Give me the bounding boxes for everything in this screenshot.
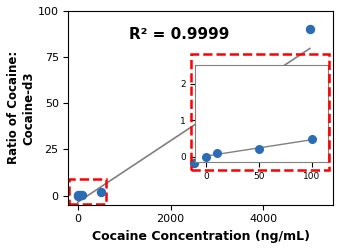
Point: [80, 193, 85, 197]
Point: [77, 193, 83, 197]
Point: [98, 190, 104, 194]
Y-axis label: Ratio of Cocaine:
Cocaine-d3: Ratio of Cocaine: Cocaine-d3: [7, 51, 35, 164]
Point: [75, 194, 81, 198]
Point: [75, 194, 81, 198]
Point: [307, 28, 312, 32]
X-axis label: Cocaine Concentration (ng/mL): Cocaine Concentration (ng/mL): [92, 230, 310, 243]
Point: [191, 161, 197, 165]
Text: R² = 0.9999: R² = 0.9999: [130, 27, 230, 42]
